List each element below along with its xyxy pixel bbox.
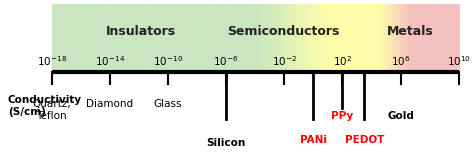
Text: Insulators: Insulators: [106, 25, 176, 38]
Text: PPy: PPy: [331, 111, 354, 121]
Text: $10^{-18}$: $10^{-18}$: [36, 54, 67, 68]
Text: Diamond: Diamond: [86, 99, 133, 109]
Text: PEDOT: PEDOT: [345, 134, 384, 144]
Text: $10^{-6}$: $10^{-6}$: [213, 54, 239, 68]
Text: $10^{2}$: $10^{2}$: [333, 54, 352, 68]
Text: $10^{6}$: $10^{6}$: [391, 54, 410, 68]
Text: PANi: PANi: [300, 134, 327, 144]
Text: Semiconductors: Semiconductors: [228, 25, 340, 38]
Text: Quartz,
Teflon: Quartz, Teflon: [32, 99, 71, 121]
Text: Silicon: Silicon: [207, 138, 246, 148]
Text: $10^{10}$: $10^{10}$: [447, 54, 471, 68]
Text: $10^{-10}$: $10^{-10}$: [153, 54, 183, 68]
Text: Glass: Glass: [154, 99, 182, 109]
Text: Metals: Metals: [386, 25, 433, 38]
Text: Gold: Gold: [387, 111, 414, 121]
Text: Conductivity
(S/cm): Conductivity (S/cm): [8, 95, 82, 117]
Text: $10^{-2}$: $10^{-2}$: [272, 54, 297, 68]
Text: $10^{-14}$: $10^{-14}$: [95, 54, 125, 68]
